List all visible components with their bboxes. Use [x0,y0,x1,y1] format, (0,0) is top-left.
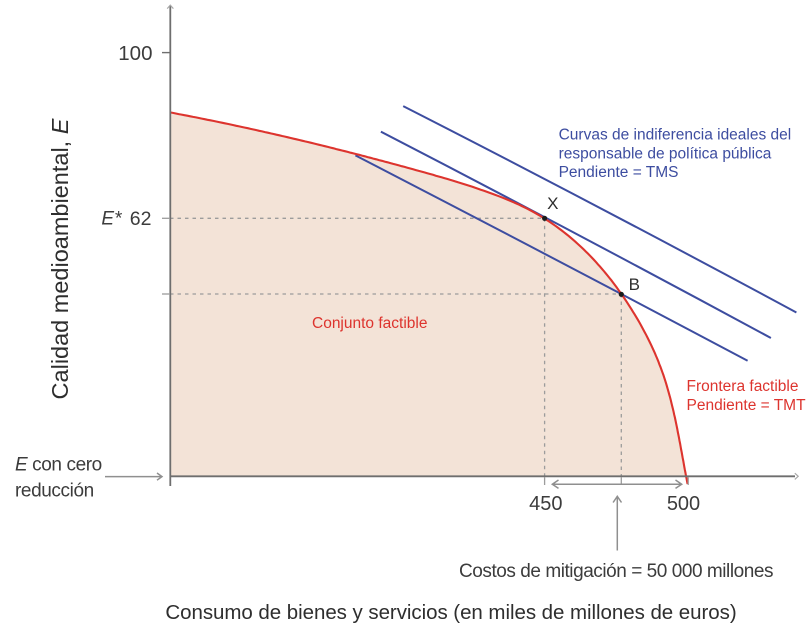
svg-text:450: 450 [529,493,562,515]
svg-text:Consumo de bienes y servicios: Consumo de bienes y servicios (en miles … [165,601,736,624]
svg-text:Curvas de indiferencia ideales: Curvas de indiferencia ideales del [559,127,792,144]
svg-text:responsable de política públic: responsable de política pública [559,146,772,163]
svg-text:E*: E* [101,209,122,230]
svg-text:Calidad medioambiental, E: Calidad medioambiental, E [47,118,73,399]
svg-text:X: X [547,194,558,213]
svg-text:100: 100 [118,42,152,65]
svg-text:Conjunto factible: Conjunto factible [312,315,427,332]
svg-text:62: 62 [130,208,152,230]
svg-text:Pendiente = TMT: Pendiente = TMT [687,397,807,414]
svg-text:Pendiente = TMS: Pendiente = TMS [559,164,679,181]
svg-text:Frontera factible: Frontera factible [687,378,799,395]
svg-text:B: B [629,275,640,294]
svg-text:reducción: reducción [15,480,94,501]
svg-text:Costos de mitigación = 50 000: Costos de mitigación = 50 000 millones [459,561,773,582]
svg-text:500: 500 [667,493,700,515]
svg-text:E con cero: E con cero [15,454,102,475]
